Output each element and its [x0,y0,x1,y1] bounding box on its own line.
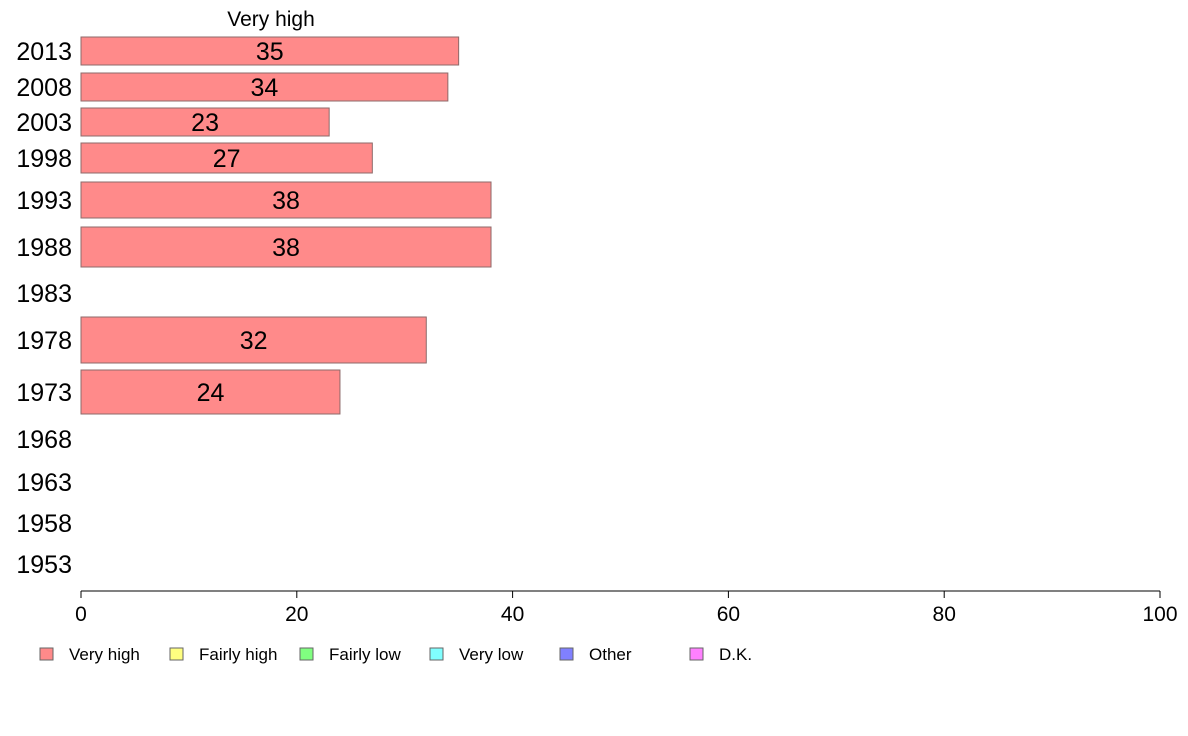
bar-value-label: 35 [256,38,284,66]
bar-value-label: 38 [272,234,300,262]
legend-label: Fairly low [329,645,402,664]
bar-value-label: 38 [272,187,300,215]
series-title: Very high [227,8,315,31]
legend-label: Other [589,645,632,664]
year-label: 2003 [16,109,72,137]
legend-swatch [559,647,574,661]
bar [80,369,341,415]
legend-swatch [689,647,704,661]
x-axis: 0 20 40 60 80 100 [75,590,1178,626]
legend: Very high Fairly high Fairly low Very low Ot… [39,645,752,664]
bar-value-label: 23 [191,109,219,137]
bar [80,107,330,137]
year-label: 1988 [16,234,72,262]
year-label: 1978 [16,327,72,355]
year-label: 1983 [16,280,72,308]
year-label: 1993 [16,187,72,215]
x-tick-label: 0 [75,603,87,626]
bar-value-label: 24 [197,379,225,407]
x-tick-label: 80 [933,603,956,626]
legend-label: D.K. [719,645,752,664]
bar [80,142,373,174]
year-label: 1968 [16,426,72,454]
bar-value-label: 34 [251,74,279,102]
bars-layer: 35 34 23 27 38 38 32 24 [80,36,492,415]
bar [80,72,449,102]
legend-swatch [169,647,184,661]
legend-swatch [429,647,444,661]
bar-value-label: 32 [240,327,268,355]
x-tick-label: 100 [1142,603,1177,626]
year-label: 1973 [16,379,72,407]
year-label: 1998 [16,145,72,173]
legend-label: Fairly high [199,645,277,664]
year-label: 1958 [16,510,72,538]
year-axis-labels: 2013 2008 2003 1998 1993 1988 1983 1978 1973 1968… [16,38,72,579]
bar-value-label: 27 [213,145,241,173]
legend-swatch [299,647,314,661]
bar [80,36,460,66]
bar [80,181,492,219]
x-tick-label: 40 [501,603,524,626]
bar [80,226,492,268]
x-tick-label: 20 [285,603,308,626]
year-label: 1953 [16,551,72,579]
year-label: 2008 [16,74,72,102]
bar [80,316,427,364]
year-label: 2013 [16,38,72,66]
x-tick-label: 60 [717,603,740,626]
legend-label: Very high [69,645,140,664]
legend-swatch [39,647,54,661]
year-label: 1963 [16,469,72,497]
legend-label: Very low [459,645,524,664]
